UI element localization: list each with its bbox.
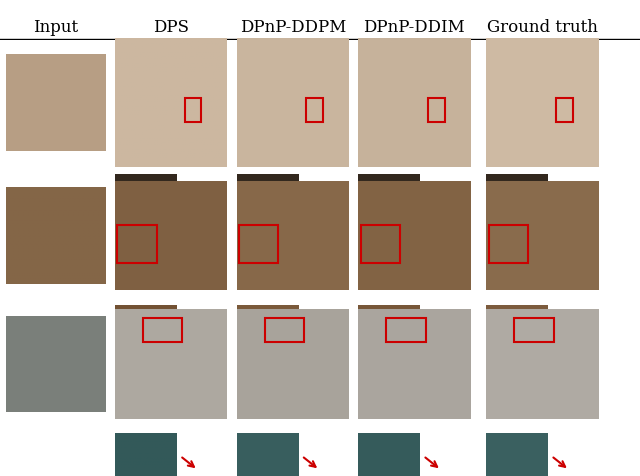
Bar: [515, 318, 554, 342]
Bar: [428, 99, 445, 122]
Bar: [118, 225, 157, 263]
Bar: [307, 99, 323, 122]
Bar: [184, 99, 202, 122]
Bar: [361, 225, 400, 263]
Text: Input: Input: [33, 19, 79, 36]
Bar: [556, 99, 573, 122]
Text: DPnP-DDIM: DPnP-DDIM: [364, 19, 465, 36]
Text: DPS: DPS: [153, 19, 189, 36]
Bar: [489, 225, 528, 263]
Bar: [143, 318, 182, 342]
Text: DPnP-DDPM: DPnP-DDPM: [239, 19, 346, 36]
Bar: [239, 225, 278, 263]
Bar: [387, 318, 426, 342]
Text: Ground truth: Ground truth: [487, 19, 598, 36]
Bar: [265, 318, 304, 342]
